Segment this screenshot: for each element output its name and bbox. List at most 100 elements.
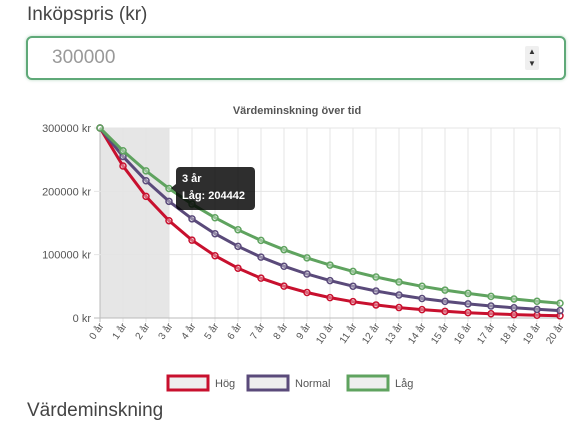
data-point [211,251,219,260]
tooltip-value: Låg: 204442 [182,190,245,202]
data-point [487,292,495,301]
data-point [487,309,495,318]
legend-label: Låg [395,378,413,390]
x-tick-label: 14 år [406,320,429,346]
data-point [257,253,265,261]
depreciation-chart: Värdeminskning över tid 0 kr 100000 kr 2000… [42,105,567,392]
data-point [418,282,426,291]
data-point [280,262,288,270]
x-tick-label: 16 år [452,320,475,346]
x-tick-label: 19 år [521,320,544,346]
x-tick-label: 17 år [475,320,498,346]
data-point [257,274,265,282]
x-tick-label: 13 år [383,320,406,346]
highlight-band [100,128,169,318]
spin-down-icon[interactable]: ▼ [528,59,536,68]
data-point [395,303,403,312]
data-point [464,289,472,298]
x-tick-label: 11 år [337,320,360,345]
purchase-price-label: Inköpspris (kr) [27,4,148,25]
data-point [418,294,426,303]
data-point [326,261,334,269]
data-point [533,297,541,306]
data-point [303,254,311,262]
next-section-label: Värdeminskning [27,400,164,421]
legend-label: Normal [295,378,330,390]
data-point [280,282,288,290]
x-tick-label: 12 år [360,320,383,346]
data-point [372,273,380,281]
x-tick-label: 18 år [498,320,521,346]
data-point [395,278,403,286]
data-point [142,176,150,185]
data-point [349,297,357,306]
tooltip-title: 3 år [182,173,202,185]
data-point [234,264,242,272]
data-point [395,291,403,299]
x-tick-label: 1 år [110,320,130,342]
data-point [556,312,564,320]
legend-label: Hög [215,378,235,390]
data-point [441,297,449,306]
data-point [280,245,288,254]
purchase-price-input[interactable] [28,38,542,78]
data-point [165,197,173,206]
data-point [165,216,173,225]
data-point [487,302,495,310]
y-tick-label: 200000 kr [42,186,91,198]
x-tick-label: 7 år [248,320,268,342]
x-tick-label: 8 år [271,320,291,342]
tooltip-box [176,167,255,210]
data-point [188,236,196,244]
data-point [326,293,334,302]
data-point [372,301,380,309]
data-point [533,305,541,314]
data-point [441,307,449,316]
y-tick-label: 0 kr [73,313,92,325]
data-point [533,311,541,320]
tooltip-caret [171,184,176,192]
data-point [211,213,219,222]
data-point [349,267,357,276]
data-point [326,276,334,285]
x-tick-label: 4 år [179,320,199,342]
data-point [119,162,127,170]
data-point [142,192,150,201]
legend-swatch [166,374,210,392]
data-point [349,282,357,290]
series-line-0 [98,127,561,318]
data-point [372,287,380,295]
data-point [303,270,311,278]
y-tick-label: 300000 kr [42,123,91,135]
x-tick-label: 20 år [544,320,567,346]
x-tick-label: 9 år [294,320,314,342]
data-point [234,226,242,234]
x-tick-label: 3 år [156,320,176,342]
data-point [510,295,518,303]
x-tick-label: 6 år [225,320,245,342]
data-point [556,306,564,315]
x-tick-label: 5 år [202,320,222,342]
data-point [165,184,173,193]
chart-title: Värdeminskning över tid [233,105,361,117]
number-spinner[interactable]: ▲ ▼ [525,46,539,70]
data-point [441,286,449,294]
x-tick-label: 2 år [133,320,153,342]
spin-up-icon[interactable]: ▲ [528,47,536,56]
x-tick-label: 10 år [314,320,337,346]
data-point [510,304,518,312]
x-tick-label: 15 år [429,320,452,346]
data-point [234,242,242,251]
data-point [257,236,265,245]
data-point [464,300,472,308]
data-point [464,308,472,317]
purchase-price-field[interactable]: ▲ ▼ [26,36,566,80]
data-point [510,310,518,319]
data-point [303,288,311,297]
data-point [556,299,564,308]
legend-swatch [246,374,290,392]
data-point [142,167,150,175]
data-point [96,124,104,132]
data-point [188,215,196,223]
legend-swatch [346,374,390,392]
